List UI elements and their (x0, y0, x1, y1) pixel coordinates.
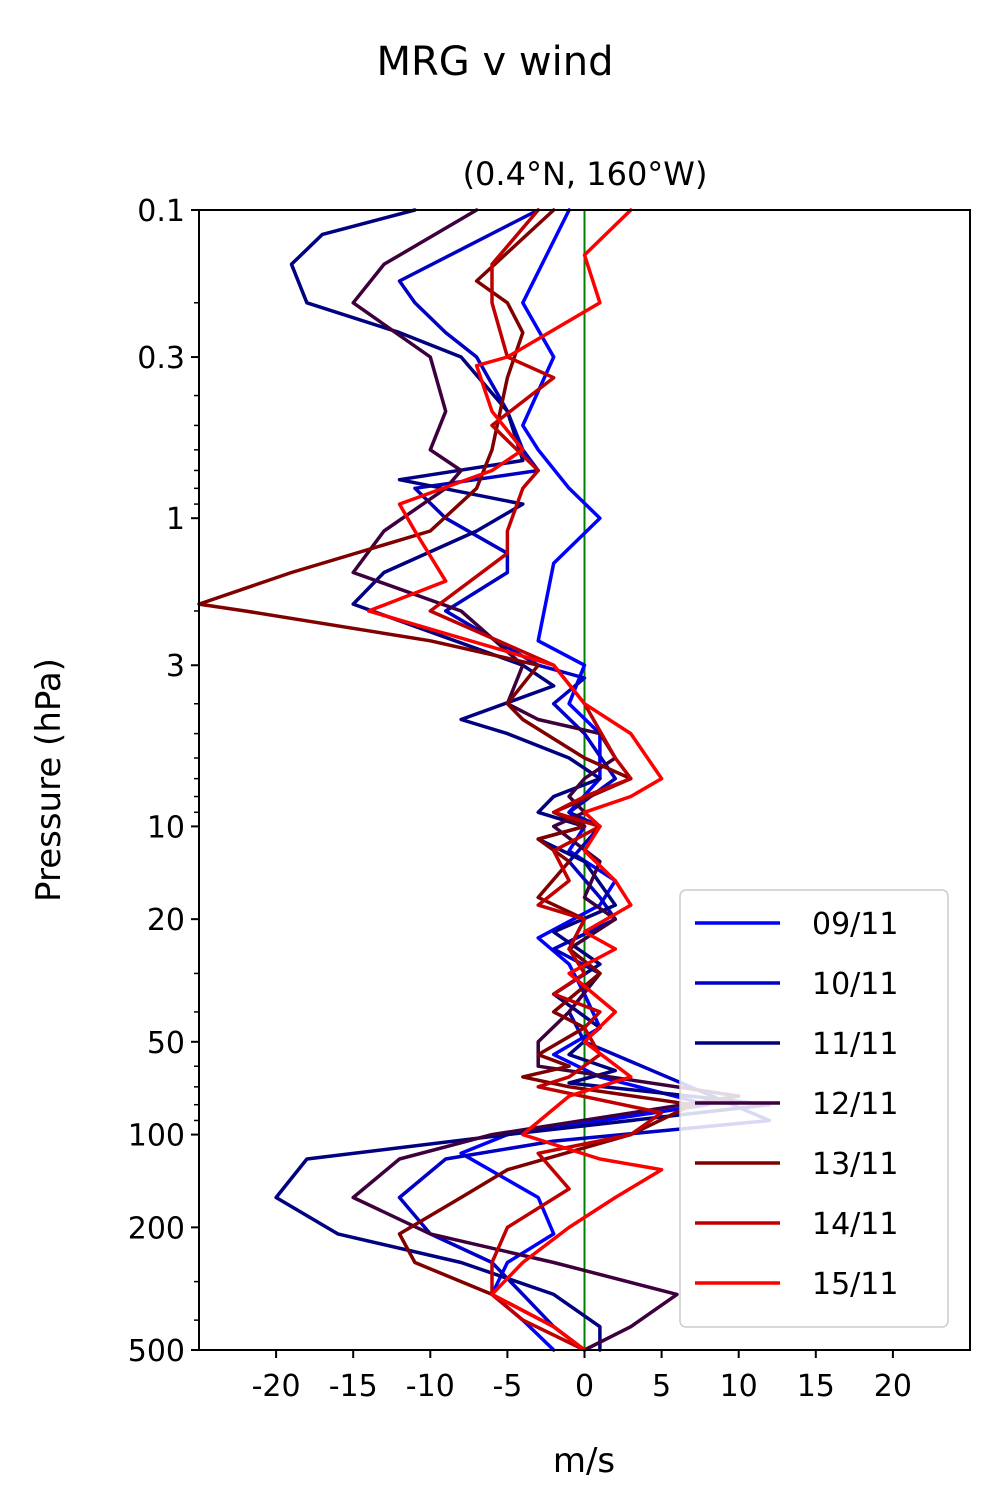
x-tick-label: 0 (575, 1369, 594, 1404)
y-tick-label: 3 (166, 649, 185, 684)
legend-box (679, 889, 949, 1328)
chart-suptitle: MRG v wind (377, 39, 614, 85)
legend-label-6: 14/11 (812, 1207, 898, 1242)
y-tick-label: 10 (147, 810, 185, 845)
y-axis: 0.1 0.3 1 3 10 20 50 100 200 500 (128, 194, 199, 1369)
x-tick-label: 15 (797, 1369, 835, 1404)
x-tick-label: -20 (252, 1369, 301, 1404)
y-tick-label: 20 (147, 903, 185, 938)
legend-label-7: 15/11 (812, 1267, 898, 1302)
series-line-7 (366, 208, 664, 1352)
legend: 09/11 10/11 11/11 12/11 13/11 14/11 15/11 (679, 889, 949, 1328)
y-tick-label: 0.3 (137, 341, 185, 376)
x-tick-label: 10 (720, 1369, 758, 1404)
x-tick-label: 5 (652, 1369, 671, 1404)
legend-label-4: 12/11 (812, 1087, 898, 1122)
y-tick-label: 200 (128, 1211, 185, 1246)
x-tick-label: -5 (492, 1369, 522, 1404)
y-tick-label: 0.1 (137, 194, 185, 229)
series-line-6 (428, 208, 664, 1352)
y-tick-label: 100 (128, 1119, 185, 1154)
legend-label-3: 11/11 (812, 1027, 898, 1062)
x-axis: -20 -15 -10 -5 0 5 10 15 20 (252, 1350, 912, 1404)
y-tick-label: 1 (166, 502, 185, 537)
y-tick-label: 50 (147, 1026, 185, 1061)
x-tick-label: 20 (874, 1369, 912, 1404)
x-tick-label: -10 (406, 1369, 455, 1404)
plot-area (197, 208, 971, 1352)
y-axis-label: Pressure (hPa) (29, 658, 69, 902)
legend-label-2: 10/11 (812, 967, 898, 1002)
chart-title: (0.4°N, 160°W) (463, 155, 708, 193)
y-tick-label: 500 (128, 1334, 185, 1369)
legend-label-1: 09/11 (812, 907, 898, 942)
x-tick-label: -15 (329, 1369, 378, 1404)
legend-label-5: 13/11 (812, 1147, 898, 1182)
x-axis-label: m/s (553, 1441, 615, 1481)
